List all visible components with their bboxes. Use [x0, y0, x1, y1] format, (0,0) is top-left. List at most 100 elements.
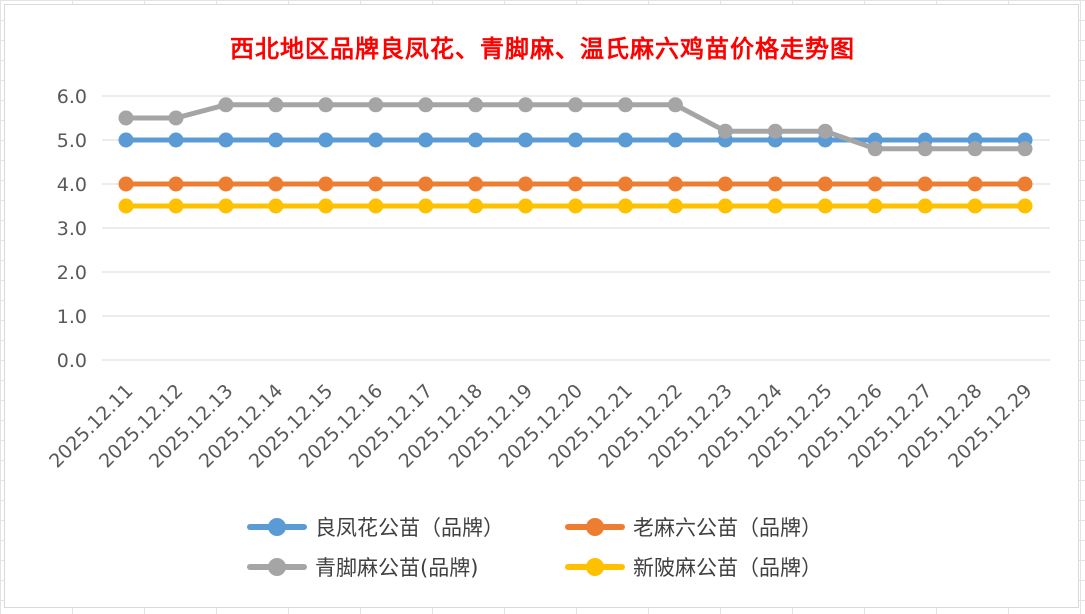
- data-point: [817, 176, 833, 192]
- data-point: [168, 176, 184, 192]
- data-point: [468, 198, 484, 214]
- data-point: [867, 198, 883, 214]
- data-point: [617, 97, 633, 113]
- data-point: [967, 198, 983, 214]
- legend-item[interactable]: 老麻六公苗（品牌）: [563, 513, 873, 541]
- data-point: [318, 176, 334, 192]
- data-point: [118, 198, 134, 214]
- data-point: [318, 198, 334, 214]
- series-3: [118, 97, 1033, 157]
- y-tick-label: 4.0: [57, 174, 87, 196]
- legend-label: 青脚麻公苗(品牌): [315, 556, 479, 580]
- legend-item[interactable]: 青脚麻公苗(品牌): [245, 553, 555, 581]
- data-point: [1017, 141, 1033, 157]
- legend-swatch: [245, 553, 309, 581]
- legend-swatch: [563, 513, 627, 541]
- line-chart-plot: 0.0 1.0 2.0 3.0 4.0 5.0 6.0 2025.12.112025.12.…: [45, 86, 1050, 472]
- data-point: [967, 176, 983, 192]
- data-point: [418, 132, 434, 148]
- data-point: [318, 97, 334, 113]
- data-point: [518, 176, 534, 192]
- data-point: [867, 176, 883, 192]
- y-tick-label: 3.0: [57, 218, 87, 240]
- data-point: [568, 198, 583, 214]
- y-tick-label: 1.0: [57, 306, 87, 328]
- y-axis-ticks: 0.0 1.0 2.0 3.0 4.0 5.0 6.0: [57, 86, 87, 372]
- chart-container[interactable]: 西北地区品牌良凤花、青脚麻、温氏麻六鸡苗价格走势图 0.0 1.0 2.0 3.0 4.…: [4, 4, 1079, 608]
- legend-label: 良凤花公苗（品牌）: [315, 516, 504, 540]
- data-point: [118, 132, 134, 148]
- legend-item[interactable]: 良凤花公苗（品牌）: [245, 513, 555, 541]
- data-point: [568, 132, 583, 148]
- y-tick-label: 2.0: [57, 262, 87, 284]
- data-point: [218, 198, 234, 214]
- data-point: [967, 141, 983, 157]
- data-point: [867, 141, 883, 157]
- data-point: [917, 141, 933, 157]
- data-point: [617, 132, 633, 148]
- data-point: [318, 132, 334, 148]
- data-point: [617, 198, 633, 214]
- data-point: [518, 198, 534, 214]
- data-point: [568, 176, 583, 192]
- data-point: [518, 132, 534, 148]
- data-point: [168, 198, 184, 214]
- data-point: [667, 198, 683, 214]
- data-point: [118, 110, 134, 126]
- data-point: [268, 176, 284, 192]
- legend-marker: [268, 518, 286, 536]
- data-point: [468, 97, 484, 113]
- data-point: [368, 198, 384, 214]
- data-point: [767, 176, 783, 192]
- legend-marker: [586, 558, 604, 576]
- legend-marker: [268, 558, 286, 576]
- data-point: [468, 176, 484, 192]
- data-point: [667, 176, 683, 192]
- data-point: [717, 198, 733, 214]
- data-point: [1017, 198, 1033, 214]
- y-tick-label: 5.0: [57, 130, 87, 152]
- data-point: [767, 198, 783, 214]
- chart-title: 西北地区品牌良凤花、青脚麻、温氏麻六鸡苗价格走势图: [230, 34, 855, 63]
- data-point: [118, 176, 134, 192]
- data-point: [917, 176, 933, 192]
- data-point: [717, 176, 733, 192]
- x-axis-ticks: 2025.12.112025.12.122025.12.132025.12.14…: [45, 380, 1036, 472]
- chart-legend: 良凤花公苗（品牌） 老麻六公苗（品牌） 青脚麻公苗(品牌) 新陂麻公苗（品牌）: [245, 513, 885, 581]
- data-point: [617, 176, 633, 192]
- legend-marker: [586, 518, 604, 536]
- data-point: [518, 97, 534, 113]
- y-tick-label: 0.0: [57, 350, 87, 372]
- data-point: [667, 132, 683, 148]
- legend-label: 新陂麻公苗（品牌）: [633, 556, 822, 580]
- data-point: [418, 176, 434, 192]
- data-point: [1017, 176, 1033, 192]
- data-point: [917, 198, 933, 214]
- data-point: [368, 176, 384, 192]
- data-point: [817, 198, 833, 214]
- data-point: [168, 110, 184, 126]
- legend-item[interactable]: 新陂麻公苗（品牌）: [563, 553, 873, 581]
- data-point: [268, 198, 284, 214]
- data-point: [817, 123, 833, 139]
- data-point: [368, 97, 384, 113]
- data-point: [568, 97, 583, 113]
- data-point: [717, 123, 733, 139]
- legend-swatch: [563, 553, 627, 581]
- legend-swatch: [245, 513, 309, 541]
- data-point: [418, 198, 434, 214]
- data-point: [218, 97, 234, 113]
- data-point: [268, 132, 284, 148]
- y-tick-label: 6.0: [57, 86, 87, 108]
- data-point: [218, 132, 234, 148]
- series-1: [118, 132, 1033, 148]
- data-point: [168, 132, 184, 148]
- series-2: [118, 176, 1033, 192]
- data-point: [218, 176, 234, 192]
- series-4: [118, 198, 1033, 214]
- legend-label: 老麻六公苗（品牌）: [633, 516, 822, 540]
- data-point: [468, 132, 484, 148]
- data-point: [767, 123, 783, 139]
- data-point: [418, 97, 434, 113]
- series-lines: [118, 97, 1033, 214]
